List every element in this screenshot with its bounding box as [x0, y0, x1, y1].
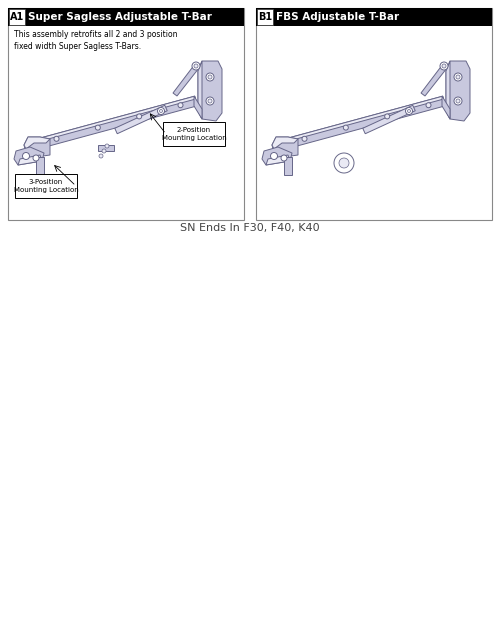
Polygon shape [24, 137, 50, 157]
Circle shape [454, 73, 462, 81]
Text: FBS Adjustable T-Bar: FBS Adjustable T-Bar [276, 12, 399, 22]
Circle shape [194, 64, 198, 68]
Text: This assembly retrofits all 2 and 3 position
fixed width Super Sagless T-Bars.: This assembly retrofits all 2 and 3 posi… [14, 30, 177, 51]
Circle shape [344, 125, 348, 130]
Polygon shape [40, 96, 198, 148]
Polygon shape [198, 61, 222, 121]
Circle shape [102, 149, 106, 153]
Polygon shape [272, 137, 298, 157]
Circle shape [33, 155, 39, 161]
Text: 3-Position
Mounting Location: 3-Position Mounting Location [14, 179, 78, 193]
Polygon shape [24, 137, 50, 149]
Circle shape [208, 99, 212, 103]
Circle shape [105, 144, 109, 148]
Circle shape [206, 97, 214, 105]
Text: SN Ends In F30, F40, K40: SN Ends In F30, F40, K40 [180, 223, 320, 233]
Polygon shape [40, 96, 196, 141]
Polygon shape [194, 96, 202, 119]
Polygon shape [421, 64, 447, 96]
Polygon shape [288, 96, 446, 148]
Polygon shape [198, 61, 202, 119]
Polygon shape [98, 145, 114, 151]
Circle shape [206, 73, 214, 81]
Polygon shape [262, 147, 292, 165]
Circle shape [160, 110, 162, 113]
Circle shape [339, 158, 349, 168]
Polygon shape [272, 137, 298, 149]
Polygon shape [442, 96, 450, 119]
Circle shape [158, 108, 164, 115]
Text: A1: A1 [10, 12, 24, 22]
FancyBboxPatch shape [8, 8, 244, 26]
Text: B1: B1 [258, 12, 272, 22]
FancyBboxPatch shape [8, 8, 244, 220]
Circle shape [96, 125, 100, 130]
Circle shape [440, 62, 448, 70]
Polygon shape [114, 105, 168, 134]
FancyBboxPatch shape [9, 9, 25, 25]
Circle shape [281, 155, 287, 161]
Circle shape [208, 75, 212, 79]
Polygon shape [362, 105, 416, 134]
Polygon shape [288, 96, 444, 141]
Circle shape [384, 114, 390, 119]
Polygon shape [266, 155, 290, 165]
Circle shape [270, 153, 278, 160]
Circle shape [456, 75, 460, 79]
Polygon shape [284, 157, 292, 175]
FancyBboxPatch shape [15, 174, 77, 198]
Polygon shape [446, 61, 470, 121]
Circle shape [192, 62, 200, 70]
Circle shape [442, 64, 446, 68]
Circle shape [54, 136, 59, 141]
Circle shape [302, 136, 307, 141]
Polygon shape [14, 147, 44, 165]
Polygon shape [36, 157, 44, 175]
Circle shape [454, 97, 462, 105]
Polygon shape [173, 64, 199, 96]
Circle shape [406, 108, 412, 115]
Polygon shape [18, 155, 42, 165]
Circle shape [456, 99, 460, 103]
Circle shape [426, 103, 431, 108]
Circle shape [136, 114, 141, 119]
Text: 2-Position
Mounting Location: 2-Position Mounting Location [162, 127, 226, 141]
Polygon shape [446, 61, 450, 119]
FancyBboxPatch shape [256, 8, 492, 26]
Circle shape [408, 110, 410, 113]
Circle shape [22, 153, 30, 160]
Circle shape [334, 153, 354, 173]
Circle shape [99, 154, 103, 158]
Circle shape [178, 103, 183, 108]
FancyBboxPatch shape [163, 122, 225, 146]
FancyBboxPatch shape [257, 9, 273, 25]
FancyBboxPatch shape [256, 8, 492, 220]
Text: Super Sagless Adjustable T-Bar: Super Sagless Adjustable T-Bar [28, 12, 212, 22]
